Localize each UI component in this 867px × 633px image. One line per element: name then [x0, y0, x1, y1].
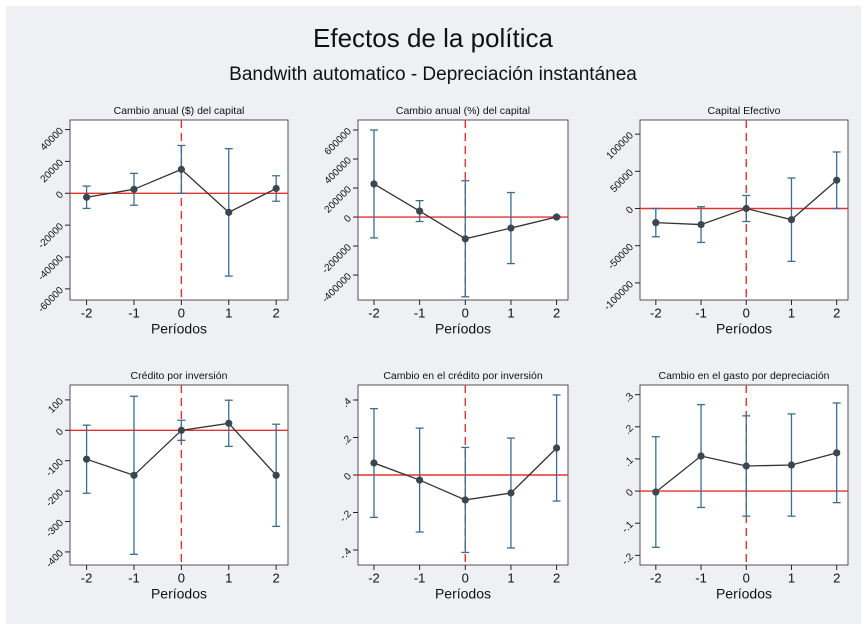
x-tick-label: -1: [128, 305, 140, 320]
estimate-point: [225, 419, 233, 427]
x-tick-label: 1: [788, 305, 795, 320]
estimate-point: [833, 176, 841, 184]
plot-area: [357, 119, 569, 301]
estimate-point: [82, 455, 91, 463]
x-tick-label: 0: [743, 570, 750, 585]
estimate-point: [552, 213, 561, 221]
x-tick-label: 0: [462, 305, 469, 320]
estimate-point: [370, 180, 378, 188]
estimate-point: [370, 459, 378, 467]
x-tick-label: -1: [414, 305, 426, 320]
x-tick-label: 0: [178, 570, 185, 585]
estimate-point: [272, 184, 280, 193]
estimate-point: [461, 496, 469, 504]
panel-title: Cambio anual (%) del capital: [396, 105, 530, 117]
estimate-point: [130, 471, 138, 479]
panel-title: Crédito por inversión: [131, 370, 228, 382]
x-tick-label: 2: [553, 570, 560, 585]
x-tick-label: -1: [695, 570, 707, 585]
plot-area: [69, 384, 289, 566]
estimate-point: [787, 216, 796, 224]
x-tick-label: -1: [414, 570, 426, 585]
x-tick-label: 0: [178, 305, 185, 320]
x-tick-label: 2: [833, 305, 840, 320]
x-tick-label: -1: [128, 570, 140, 585]
x-tick-label: 1: [225, 570, 232, 585]
estimate-point: [552, 444, 561, 452]
subtitle: Bandwith automatico - Depreciación insta…: [229, 64, 637, 85]
estimate-point: [272, 471, 280, 479]
main-title: Efectos de la política: [313, 23, 553, 53]
estimate-point: [82, 193, 91, 201]
x-tick-label: 1: [225, 305, 232, 320]
panel-title: Capital Efectivo: [708, 105, 781, 117]
plot-area: [639, 384, 849, 566]
estimate-point: [507, 224, 515, 232]
x-tick-label: 2: [273, 570, 280, 585]
estimate-point: [130, 185, 138, 193]
plot-area: [69, 119, 289, 301]
estimate-point: [177, 165, 185, 173]
estimate-point: [507, 489, 515, 497]
x-tick-label: 0: [462, 570, 469, 585]
x-tick-label: -2: [650, 305, 662, 320]
panel-title: Cambio en el gasto por depreciación: [658, 370, 829, 382]
estimate-point: [787, 461, 796, 469]
estimate-point: [177, 426, 185, 434]
x-tick-label: 2: [553, 305, 560, 320]
estimate-point: [225, 208, 233, 216]
x-tick-label: -2: [368, 570, 380, 585]
estimate-point: [742, 462, 750, 470]
estimate-point: [742, 204, 750, 213]
estimate-point: [416, 207, 424, 215]
x-axis-label: Períodos: [151, 586, 207, 602]
x-axis-label: Períodos: [716, 321, 772, 337]
estimate-point: [697, 220, 705, 229]
x-tick-label: 2: [273, 305, 280, 320]
estimate-point: [833, 449, 841, 457]
x-tick-label: 2: [833, 570, 840, 585]
panel-title: Cambio anual ($) del capital: [114, 105, 245, 117]
estimate-point: [461, 235, 469, 243]
estimate-point: [652, 219, 660, 227]
x-tick-label: -2: [81, 570, 93, 585]
x-axis-label: Períodos: [716, 586, 772, 602]
x-tick-label: 1: [788, 570, 795, 585]
x-axis-label: Períodos: [151, 321, 207, 337]
x-tick-label: 1: [507, 305, 514, 320]
estimate-point: [416, 476, 424, 484]
estimate-point: [697, 452, 705, 460]
x-tick-label: -1: [695, 305, 707, 320]
panel-title: Cambio en el crédito por inversión: [383, 370, 542, 382]
x-axis-label: Períodos: [435, 586, 491, 602]
x-axis-label: Períodos: [435, 321, 491, 337]
estimate-point: [652, 488, 660, 496]
x-tick-label: -2: [81, 305, 93, 320]
x-tick-label: -2: [650, 570, 662, 585]
x-tick-label: 1: [507, 570, 514, 585]
x-tick-label: -2: [368, 305, 380, 320]
x-tick-label: 0: [743, 305, 750, 320]
